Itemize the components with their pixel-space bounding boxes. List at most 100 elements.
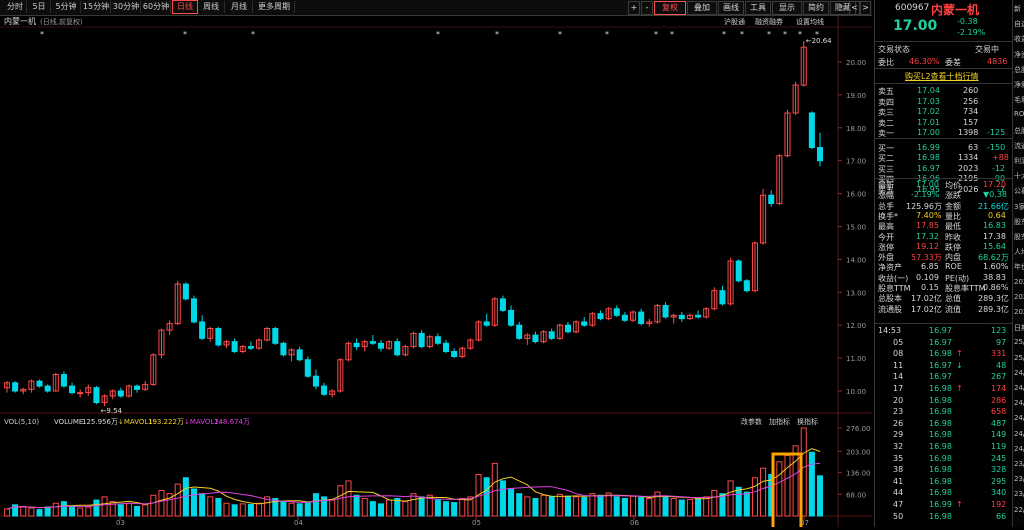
f10-item[interactable]: 总股: [1014, 126, 1024, 135]
kline-chart[interactable]: 内蒙一机 (日线,前复权) 沪股通 融资融券 设置均线 * * * * * * * * * * * * * * * 20…: [0, 16, 872, 530]
f10-item[interactable]: 24/1: [1014, 368, 1024, 377]
book-volume: 63: [968, 142, 979, 152]
f10-item[interactable]: 24/1: [1014, 444, 1024, 453]
period-tab-6[interactable]: 日线: [172, 0, 198, 14]
event-marker-0: *: [40, 30, 44, 39]
volume-bar-45: [369, 501, 376, 517]
f10-item[interactable]: 总股: [1014, 65, 1024, 74]
quote-panel: 600967 内蒙一机 17.00 -0.38 -2.19% 交易状态 交易中 …: [874, 0, 1012, 527]
candle-body-68: [556, 324, 563, 339]
book-label: 买二: [878, 154, 894, 163]
toolbar-button-0[interactable]: +: [628, 1, 640, 15]
f10-item[interactable]: 25/0: [1014, 338, 1024, 347]
f10-item[interactable]: 十大: [1014, 172, 1024, 181]
f10-item[interactable]: 人均: [1014, 248, 1024, 257]
toolbar-button-1[interactable]: -: [641, 1, 653, 15]
f10-item[interactable]: 22/1: [1014, 505, 1024, 514]
kline-chart-panel[interactable]: 内蒙一机 (日线,前复权) 沪股通 融资融券 设置均线 * * * * * * * * * * * * * * * 20…: [0, 16, 872, 530]
volume-bar-79: [646, 497, 653, 517]
period-tab-1[interactable]: 5日: [28, 1, 51, 13]
l2-link[interactable]: 购买L2查看十档行情: [905, 72, 979, 81]
period-tab-4[interactable]: 30分钟: [112, 1, 141, 13]
toolbar-button-8[interactable]: 隐藏: [830, 1, 856, 15]
f10-item[interactable]: 25/0: [1014, 353, 1024, 362]
y-tick-label-7: 13.00: [846, 289, 866, 297]
f10-item[interactable]: 毛利: [1014, 96, 1024, 105]
stat-label: 涨跌: [945, 191, 961, 201]
f10-item[interactable]: 日期: [1014, 324, 1024, 333]
candle-body-83: [678, 314, 685, 320]
f10-item[interactable]: 24/1: [1014, 414, 1024, 423]
f10-item[interactable]: 2025: [1014, 308, 1024, 316]
f10-item[interactable]: 利润: [1014, 157, 1024, 165]
f10-item[interactable]: 新: [1014, 5, 1021, 13]
tick-volume: 286: [991, 395, 1007, 405]
period-tab-5[interactable]: 60分钟: [142, 1, 171, 13]
event-marker-11: *: [767, 30, 771, 39]
period-tab-3[interactable]: 15分钟: [82, 1, 111, 13]
tick-time: 14:53: [878, 326, 902, 335]
period-tab-7[interactable]: 周线: [198, 1, 225, 13]
period-tab-8[interactable]: 月线: [226, 1, 253, 13]
f10-item[interactable]: 24/1: [1014, 429, 1024, 438]
f10-item[interactable]: 3家: [1014, 202, 1024, 211]
tick-price: 16.98: [929, 349, 952, 359]
nav-prev-arrow-icon[interactable]: <: [849, 1, 860, 15]
candle-body-81: [662, 304, 669, 318]
f10-item[interactable]: 公募: [1014, 187, 1024, 196]
tick-volume: 66: [996, 511, 1007, 521]
f10-item[interactable]: 2027: [1014, 277, 1024, 286]
candle-body-15: [125, 385, 132, 397]
f10-item[interactable]: 股东: [1014, 217, 1024, 226]
stat-value: 38.83: [983, 272, 1006, 282]
f10-item[interactable]: 净利: [1014, 81, 1024, 89]
tick-volume: 267: [991, 372, 1007, 382]
candle-body-36: [296, 349, 303, 361]
event-marker-9: *: [722, 30, 726, 39]
toolbar-button-7[interactable]: 简约: [803, 1, 829, 15]
stat-label: 外盘: [878, 253, 894, 263]
toolbar-button-2[interactable]: 复权: [654, 1, 686, 15]
f10-item[interactable]: 流通: [1014, 141, 1024, 150]
candle-body-92: [751, 242, 758, 292]
stat-label: 内盘: [945, 253, 961, 263]
candle-body-61: [499, 298, 506, 311]
volume-bar-88: [719, 493, 726, 517]
f10-item[interactable]: 股东: [1014, 233, 1024, 241]
period-tab-9[interactable]: 更多周期: [254, 1, 295, 13]
period-tab-2[interactable]: 5分钟: [52, 1, 81, 13]
candle-body-11: [93, 387, 100, 404]
candle-body-52: [426, 336, 433, 348]
candle-body-100: [816, 147, 824, 162]
f10-item[interactable]: 收益: [1014, 35, 1024, 44]
toolbar-button-6[interactable]: 显示: [772, 1, 802, 15]
candle-body-99: [808, 112, 815, 149]
toolbar-button-3[interactable]: 叠加: [687, 1, 717, 15]
period-tab-0[interactable]: 分时: [4, 1, 27, 13]
f10-item[interactable]: 净资: [1014, 50, 1024, 59]
f10-item[interactable]: 2026: [1014, 292, 1024, 301]
f10-item[interactable]: 23/0: [1014, 460, 1024, 468]
tick-price: 16.98: [929, 418, 952, 428]
f10-item[interactable]: 自选: [1014, 20, 1024, 29]
book-label: 卖一: [878, 129, 894, 138]
toolbar-button-5[interactable]: 工具: [745, 1, 771, 15]
f10-item[interactable]: 年份: [1014, 263, 1024, 272]
vol-ma10-line: [6, 462, 821, 510]
f10-item[interactable]: 24/1: [1014, 384, 1024, 392]
event-marker-5: *: [558, 30, 562, 39]
stat-label: 收益(一): [878, 273, 909, 283]
f10-item[interactable]: 24/1: [1014, 399, 1024, 408]
volume-bar-26: [215, 497, 222, 517]
f10-item[interactable]: 23/0: [1014, 490, 1024, 499]
f10-item[interactable]: ROE: [1014, 110, 1024, 119]
y-tick-label-0: 20.00: [846, 59, 866, 67]
f10-item[interactable]: 23/0: [1014, 475, 1024, 484]
y-tick-label-10: 10.00: [846, 388, 866, 396]
event-marker-12: *: [783, 30, 787, 39]
toolbar-button-4[interactable]: 画线: [718, 1, 744, 15]
volume-bar-83: [678, 499, 685, 517]
book-change: -150: [987, 142, 1006, 152]
nav-next-arrow-icon[interactable]: >: [860, 1, 871, 15]
stat-value: 289.3亿: [978, 304, 1009, 314]
